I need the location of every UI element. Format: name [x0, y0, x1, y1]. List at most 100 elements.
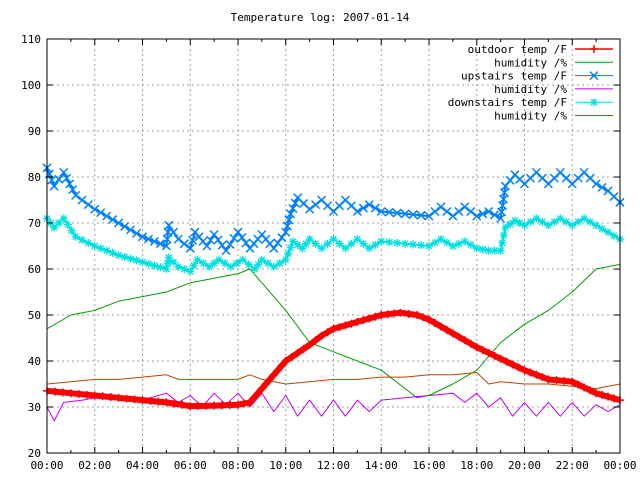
- data-point: [385, 238, 394, 247]
- data-point: [552, 376, 561, 385]
- data-point: [205, 262, 214, 271]
- data-point: [238, 255, 247, 264]
- data-point: [281, 357, 290, 365]
- data-point: [478, 346, 487, 355]
- legend-label: humidity /%: [494, 110, 567, 123]
- data-point: [359, 239, 368, 248]
- data-point: [371, 240, 380, 249]
- data-point: [293, 348, 302, 357]
- series-line: [46, 263, 621, 399]
- data-point: [556, 214, 565, 223]
- data-point: [65, 179, 75, 189]
- data-point: [130, 395, 139, 404]
- data-point: [218, 401, 227, 410]
- data-point: [146, 396, 155, 405]
- data-point: [155, 239, 165, 249]
- data-point: [210, 401, 219, 410]
- data-point: [358, 203, 368, 213]
- data-point: [186, 267, 195, 276]
- data-point: [90, 242, 99, 250]
- data-point: [538, 373, 547, 382]
- data-point: [220, 259, 229, 268]
- data-point: [352, 206, 362, 217]
- data-point: [164, 220, 174, 230]
- data-point: [478, 245, 487, 254]
- data-point: [162, 265, 171, 273]
- data-point: [185, 243, 195, 253]
- data-point: [317, 331, 326, 340]
- data-point: [62, 173, 72, 183]
- y-tick-label: 90: [28, 125, 41, 138]
- data-point: [77, 195, 87, 205]
- data-point: [499, 231, 508, 240]
- data-point: [257, 255, 266, 264]
- legend-label: outdoor temp /F: [468, 43, 567, 56]
- data-point: [568, 377, 577, 386]
- data-point: [210, 259, 219, 268]
- data-point: [532, 214, 541, 223]
- data-point: [209, 229, 219, 240]
- data-point: [106, 393, 115, 402]
- data-point: [436, 322, 445, 331]
- data-point: [214, 255, 223, 264]
- data-point: [98, 392, 107, 401]
- data-point: [311, 200, 321, 210]
- data-point: [377, 311, 386, 319]
- y-tick-label: 70: [28, 217, 41, 230]
- legend-label: humidity /%: [494, 83, 567, 96]
- y-tick-label: 30: [28, 401, 41, 414]
- data-point: [287, 352, 296, 361]
- series-line: [46, 392, 621, 422]
- data-point: [202, 241, 212, 251]
- data-point: [137, 232, 148, 242]
- data-point: [590, 98, 598, 107]
- y-tick-label: 40: [28, 355, 41, 368]
- data-point: [526, 217, 535, 226]
- data-point: [277, 233, 287, 243]
- data-point: [416, 210, 426, 220]
- data-point: [384, 207, 394, 217]
- data-point: [442, 206, 452, 217]
- data-point: [442, 238, 451, 247]
- data-point: [396, 308, 405, 317]
- data-point: [526, 368, 535, 377]
- data-point: [335, 323, 344, 332]
- data-point: [188, 235, 198, 245]
- data-point: [359, 316, 368, 325]
- legend-label: downstairs temp /F: [448, 96, 567, 109]
- data-point: [586, 386, 595, 395]
- data-point: [347, 319, 356, 328]
- data-point: [71, 232, 80, 241]
- data-point: [265, 375, 274, 384]
- data-point: [610, 231, 619, 240]
- data-point: [108, 215, 118, 225]
- data-point: [66, 389, 75, 398]
- data-point: [514, 363, 523, 372]
- data-point: [288, 203, 298, 213]
- data-point: [49, 181, 59, 191]
- data-point: [263, 259, 272, 268]
- data-point: [365, 244, 374, 253]
- series-1: [46, 263, 621, 399]
- data-point: [63, 220, 72, 229]
- data-point: [50, 387, 59, 396]
- data-point: [323, 328, 332, 337]
- data-point: [317, 244, 326, 253]
- series-line: [46, 372, 621, 390]
- data-point: [82, 390, 91, 399]
- data-point: [114, 251, 123, 260]
- data-point: [377, 237, 386, 246]
- data-point: [604, 392, 613, 401]
- data-point: [430, 238, 439, 247]
- data-point: [490, 351, 499, 360]
- legend-item: upstairs temp /F: [461, 70, 613, 83]
- data-point: [364, 200, 374, 210]
- data-point: [169, 258, 178, 267]
- data-point: [90, 204, 100, 214]
- data-point: [285, 209, 296, 219]
- data-point: [169, 227, 179, 237]
- data-point: [424, 211, 434, 221]
- data-point: [329, 235, 338, 244]
- x-tick-label: 08:00: [221, 459, 254, 472]
- data-point: [329, 324, 338, 333]
